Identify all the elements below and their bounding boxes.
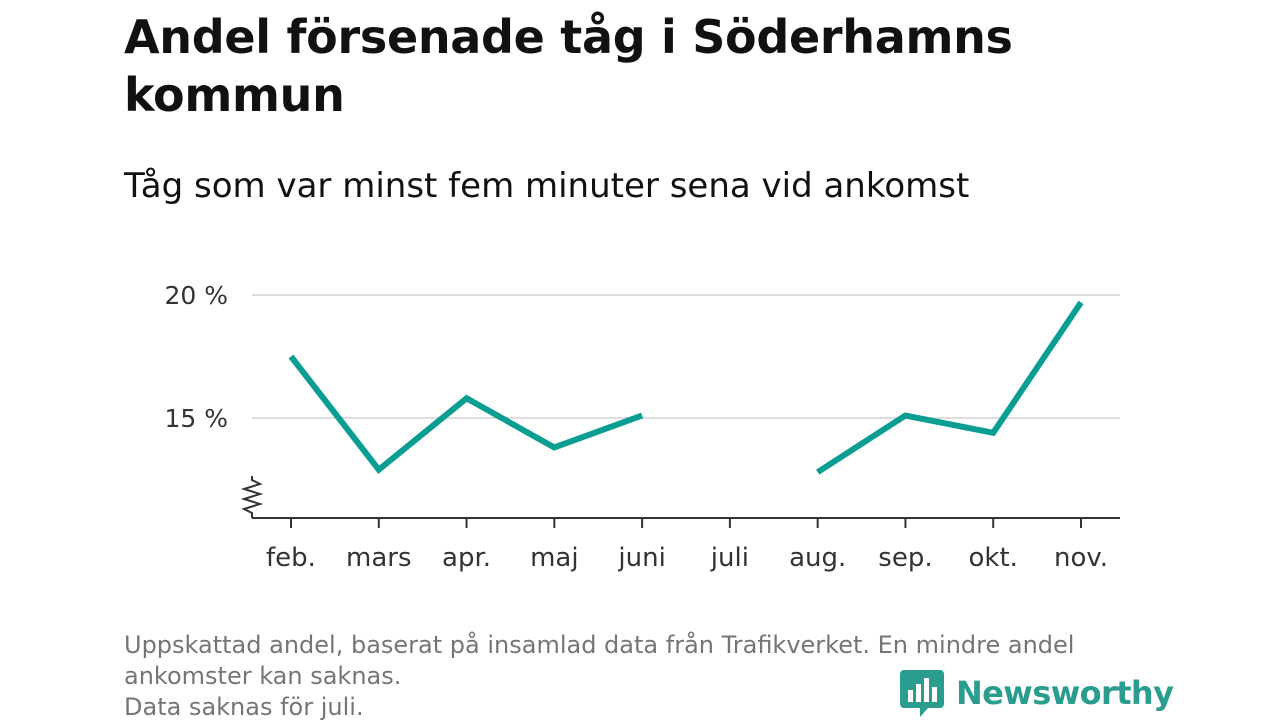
tick-labels: 15 % 20 % feb. mars apr. maj juni juli aug. sep. o… <box>164 281 1108 573</box>
x-tick-label: mars <box>346 543 412 573</box>
y-tick-label: 20 % <box>164 281 228 310</box>
x-tick-label: nov. <box>1054 543 1108 573</box>
footnote-line: Data saknas för juli. <box>124 693 364 721</box>
chart-title: Andel försenade tåg i Söderhamns kommun <box>124 10 1013 122</box>
x-tick-label: juni <box>617 543 665 573</box>
x-tick-label: juli <box>710 543 749 573</box>
x-tick-label: apr. <box>442 543 491 573</box>
brand-logo: Newsworthy <box>900 668 1174 718</box>
x-tick-label: maj <box>530 543 578 573</box>
y-tick-label: 15 % <box>164 404 228 433</box>
x-tick-label: feb. <box>266 543 316 573</box>
newsworthy-logo-icon <box>900 670 944 717</box>
footnote-line: Uppskattad andel, baserat på insamlad da… <box>124 631 1075 659</box>
grid-lines <box>252 294 1120 419</box>
footnote: Uppskattad andel, baserat på insamlad da… <box>124 630 1164 723</box>
series-line <box>288 354 644 474</box>
footnote-line: ankomster kan saknas. <box>124 662 402 690</box>
chart-subtitle: Tåg som var minst fem minuter sena vid a… <box>124 166 970 206</box>
x-tick-label: sep. <box>878 543 932 573</box>
series-line <box>816 300 1084 475</box>
series-lines <box>288 300 1084 475</box>
x-tick-label: okt. <box>969 543 1018 573</box>
brand-name: Newsworthy <box>956 674 1174 712</box>
axes <box>240 476 1120 528</box>
y-axis-break-icon <box>240 476 264 518</box>
x-tick-label: aug. <box>789 543 846 573</box>
